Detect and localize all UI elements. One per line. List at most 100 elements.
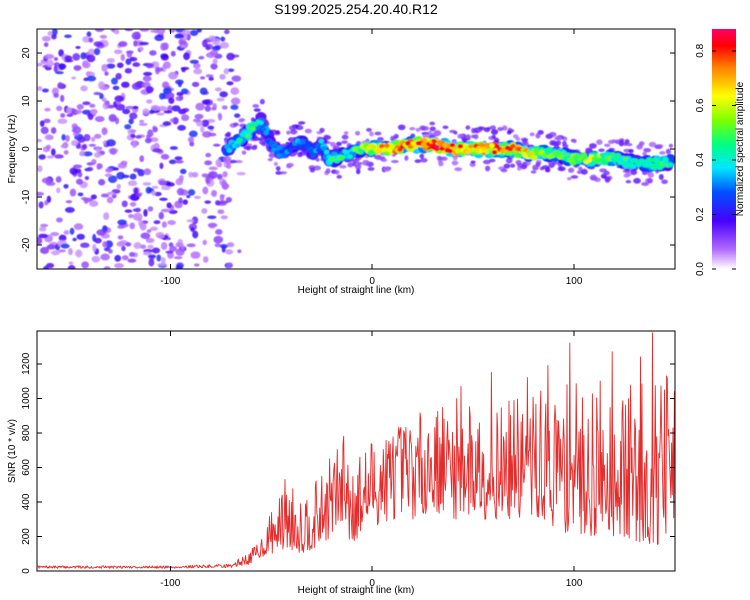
spectrogram-ridge-cell [554, 150, 561, 156]
spectrogram-ridge-cell [260, 126, 267, 132]
spectrogram-noise-blob [160, 54, 169, 61]
spectrogram-noise-blob [63, 230, 70, 235]
spectrogram-ridge-cell [342, 149, 348, 154]
spectrogram-ridge-cell [263, 130, 269, 136]
spectrogram-noise-blob [150, 104, 160, 111]
spectrogram-noise-blob [80, 85, 88, 92]
spectrogram-noise-blob [89, 103, 96, 108]
spectrogram-halo-blob [347, 162, 354, 168]
spectrogram-halo-blob [279, 171, 288, 175]
spectrogram-halo-blob [535, 132, 541, 139]
spectrogram-noise-blob [162, 87, 172, 94]
spectrogram-ridge-cell [310, 153, 317, 159]
spectrogram-noise-blob [160, 208, 171, 213]
spectrogram-noise-blob [168, 159, 177, 165]
spectrogram-noise-blob [110, 29, 115, 32]
spectrogram-noise-blob [219, 200, 229, 204]
spectrogram-noise-blob [64, 34, 72, 39]
spectrogram-noise-blob [219, 73, 226, 80]
colorbar-tick-label: 0.2 [695, 207, 706, 221]
spectrogram-halo-blob [356, 168, 361, 175]
spectrogram-ridge-cell [268, 140, 275, 146]
spectrogram-noise-blob [187, 189, 196, 196]
spectrogram-noise-blob [133, 40, 138, 47]
spectrogram-noise-blob [79, 150, 86, 157]
spectrogram-halo-blob [530, 170, 537, 174]
spectrogram-noise-blob [190, 227, 195, 232]
spectrogram-noise-blob [129, 201, 137, 207]
spectrogram-ridge-cell [491, 149, 498, 155]
spectrogram-x-label: Height of straight line (km) [298, 285, 415, 296]
spectrogram-halo-blob [325, 141, 331, 145]
spectrogram-noise-blob [125, 242, 132, 247]
spectrogram-noise-blob [190, 251, 201, 259]
spectrogram-halo-blob [656, 145, 663, 150]
spectrogram-noise-blob [169, 245, 177, 252]
spectrogram-ridge-cell [339, 155, 345, 160]
spectrogram-noise-blob [218, 113, 223, 121]
spectrogram-ridge-cell [439, 146, 445, 152]
spectrogram-noise-blob [38, 233, 48, 239]
spectrogram-halo-blob [309, 167, 316, 173]
spectrogram-noise-blob [37, 165, 43, 173]
spectrogram-noise-blob [156, 29, 166, 35]
spectrogram-noise-blob [161, 185, 171, 191]
spectrogram-noise-blob [60, 243, 70, 249]
spectrogram-noise-blob [132, 212, 143, 221]
spectrogram-noise-blob [180, 44, 186, 48]
spectrogram-noise-blob [116, 183, 121, 190]
spectrogram-halo-blob [668, 143, 674, 148]
spectrogram-ridge-cell [470, 147, 477, 153]
spectrogram-ridge-cell [649, 163, 655, 168]
spectrogram-noise-blob [214, 87, 222, 92]
spectrogram-noise-blob [77, 171, 83, 178]
spectrogram-noise-blob [76, 233, 85, 240]
spectrogram-noise-blob [108, 114, 117, 122]
spectrogram-noise-blob [221, 180, 227, 188]
spectrogram-noise-blob [117, 219, 127, 225]
spectrogram-noise-blob [44, 134, 54, 141]
spectrogram-noise-blob [37, 62, 43, 67]
spectrogram-noise-blob [230, 87, 240, 95]
spectrogram-noise-blob [174, 160, 184, 164]
spectrogram-halo-blob [427, 130, 433, 136]
spectrogram-halo-blob [253, 108, 261, 112]
spectrogram-noise-blob [171, 105, 181, 112]
spectrogram-halo-blob [510, 163, 516, 168]
spectrogram-ridge-cell [449, 142, 456, 148]
spectrogram-noise-blob [105, 139, 116, 147]
spectrogram-noise-blob [205, 175, 210, 184]
spectrogram-noise-blob [57, 82, 64, 89]
spectrogram-halo-blob [390, 135, 395, 142]
spectrogram-halo-blob [505, 157, 513, 164]
spectrogram-halo-blob [658, 174, 664, 180]
spectrogram-halo-blob [288, 125, 296, 131]
spectrogram-noise-blob [202, 256, 209, 263]
spectrogram-noise-blob [146, 229, 152, 233]
spectrogram-halo-blob [259, 139, 267, 145]
spectrogram-noise-blob [163, 61, 171, 69]
spectrogram-noise-blob [91, 255, 101, 263]
spectrogram-noise-blob [116, 62, 124, 69]
spectrogram-noise-blob [156, 254, 162, 262]
spectrogram-halo-blob [397, 124, 406, 131]
spectrogram-halo-blob [351, 158, 357, 164]
spectrogram-halo-blob [367, 166, 375, 171]
spectrogram-noise-blob [86, 31, 92, 38]
spectrogram-halo-blob [313, 165, 322, 171]
spectrogram-halo-blob [286, 130, 291, 135]
spectrogram-noise-blob [142, 182, 152, 186]
spectrogram-noise-blob [163, 110, 173, 114]
spectrogram-noise-blob [178, 174, 184, 182]
spectrogram-halo-blob [252, 104, 260, 108]
spectrogram-halo-blob [442, 125, 449, 130]
spectrogram-ridge-cell [386, 148, 393, 153]
snr-y-label: SNR (10 * v/v) [7, 419, 18, 483]
spectrogram-halo-blob [393, 134, 399, 139]
spectrogram-halo-blob [259, 98, 265, 105]
spectrogram-halo-blob [624, 139, 630, 145]
spectrogram-ridge-cell [431, 138, 437, 144]
spectrogram-halo-blob [618, 140, 625, 147]
spectrogram-noise-blob [139, 222, 147, 231]
